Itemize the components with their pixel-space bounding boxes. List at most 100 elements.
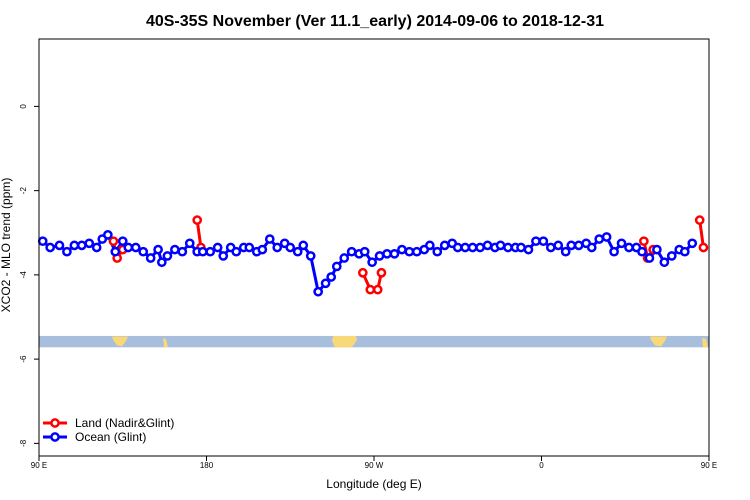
ocean-point <box>156 257 167 268</box>
ocean-point <box>313 286 324 297</box>
land-point <box>376 267 387 278</box>
ocean-point <box>138 246 149 257</box>
land-point <box>108 236 119 247</box>
ocean-point <box>553 240 564 251</box>
ocean-point <box>531 236 541 247</box>
ocean-point <box>659 257 670 268</box>
ocean-point <box>218 251 229 261</box>
ocean-point <box>231 246 242 257</box>
ocean-point <box>145 253 156 263</box>
land-point <box>639 236 649 247</box>
ocean-point <box>573 240 584 251</box>
ocean-point <box>397 244 407 255</box>
ocean-point <box>205 246 216 257</box>
ocean-point <box>516 242 526 253</box>
ocean-point <box>272 242 283 253</box>
ocean-point <box>305 251 316 261</box>
ocean-point <box>320 278 331 289</box>
y-tick-label: 0 <box>19 104 28 109</box>
ocean-point <box>285 242 296 253</box>
ocean-point <box>424 240 435 251</box>
ocean-point <box>264 234 275 244</box>
ocean-point <box>153 244 163 255</box>
ocean-point <box>503 242 513 253</box>
ocean-point <box>467 242 478 253</box>
y-axis: 0 -2 -4 -6 -8 <box>19 104 39 447</box>
ocean-point <box>545 242 556 253</box>
ocean-point <box>170 244 180 255</box>
legend-label: Ocean (Glint) <box>75 430 146 444</box>
ocean-point <box>594 234 605 244</box>
legend-swatch-marker <box>50 418 60 428</box>
map-land-patch <box>650 336 667 347</box>
x-axis: 90 E 180 90 W 0 90 E <box>31 456 717 470</box>
ocean-point <box>110 246 121 257</box>
map-land-patch <box>702 337 708 348</box>
ocean-point <box>331 261 342 272</box>
land-point <box>357 267 368 278</box>
ocean-point <box>84 238 95 249</box>
ocean-point <box>482 240 493 251</box>
land-point <box>372 284 383 295</box>
ocean-point <box>538 236 549 247</box>
ocean-point <box>601 232 612 242</box>
ocean-point <box>609 246 619 257</box>
chart-title: 40S-35S November (Ver 11.1_early) 2014-0… <box>146 13 604 30</box>
ocean-point <box>123 242 134 253</box>
ocean-point <box>637 246 647 257</box>
legend-label: Land (Nadir&Glint) <box>75 416 174 430</box>
ocean-point <box>495 240 506 251</box>
ocean-point <box>54 240 65 251</box>
ocean-point <box>212 242 223 253</box>
ocean-point <box>374 251 385 261</box>
ocean-point <box>298 240 309 251</box>
ocean-point <box>452 242 463 253</box>
legend: Land (Nadir&Glint)Ocean (Glint) <box>43 416 174 444</box>
ocean-point <box>666 251 677 261</box>
legend-swatch-marker <box>50 432 60 442</box>
ocean-point <box>679 246 690 257</box>
ocean-point <box>382 248 392 259</box>
ocean-point <box>244 242 255 253</box>
ocean-point <box>475 242 485 253</box>
ocean-point <box>566 240 577 251</box>
x-tick-label: 90 W <box>365 461 384 470</box>
ocean-point <box>62 246 72 257</box>
ocean-point <box>103 230 113 240</box>
ocean-point <box>652 244 662 255</box>
map-land-patch <box>112 336 128 347</box>
ocean-point <box>177 246 188 257</box>
ocean-point <box>624 242 634 253</box>
series-layer <box>37 215 709 297</box>
y-tick-label: -8 <box>19 439 28 447</box>
x-tick-label: 90 E <box>31 461 47 470</box>
y-tick-label: -6 <box>19 355 28 363</box>
ocean-point <box>162 251 173 261</box>
ocean-point <box>91 242 102 253</box>
ocean-point <box>346 246 357 257</box>
ocean-point <box>687 238 698 249</box>
ocean-point <box>586 242 597 253</box>
ocean-point <box>432 246 443 257</box>
ocean-point <box>257 244 268 255</box>
map-land-patch <box>332 335 357 348</box>
y-axis-label: XCO2 - MLO trend (ppm) <box>0 178 13 313</box>
ocean-point <box>130 242 141 253</box>
x-tick-label: 0 <box>539 461 544 470</box>
land-point <box>694 215 705 225</box>
ocean-point <box>339 253 350 263</box>
x-tick-label: 180 <box>200 461 214 470</box>
ocean-point <box>560 246 571 257</box>
map-land-patch <box>163 337 168 348</box>
land-point <box>192 215 203 225</box>
y-tick-label: -2 <box>19 187 28 195</box>
ocean-point <box>117 236 128 247</box>
ocean-point <box>616 238 627 249</box>
ocean-point <box>411 246 422 257</box>
ocean-point <box>45 242 56 253</box>
x-tick-label: 90 E <box>701 461 717 470</box>
ocean-point <box>523 244 534 255</box>
ocean-point <box>439 240 450 251</box>
ocean-point <box>69 240 80 251</box>
